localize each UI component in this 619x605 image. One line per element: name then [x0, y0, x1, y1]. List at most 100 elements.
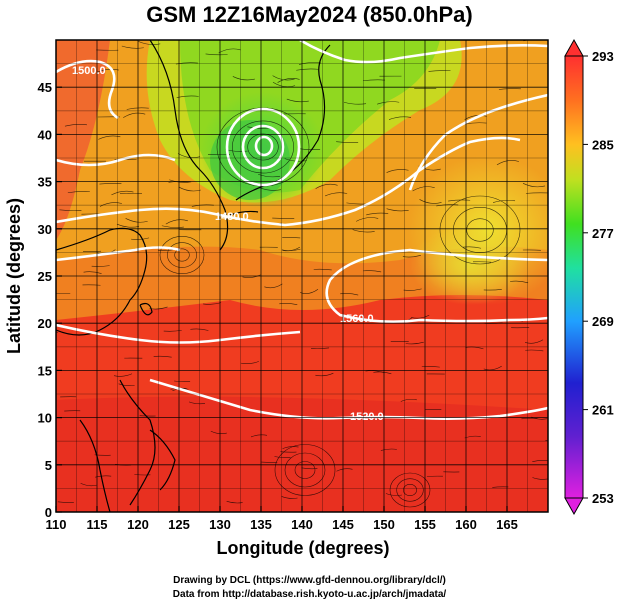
x-tick-label: 115 — [87, 517, 108, 532]
x-axis: 110 115 120 125 130 135 140 145 150 155 160 165 — [46, 506, 518, 532]
streamline — [400, 398, 417, 402]
x-tick-label: 125 — [168, 517, 190, 532]
credit-data: Data from http://database.rish.kyoto-u.a… — [172, 589, 447, 600]
x-tick-label: 135 — [250, 517, 272, 532]
streamline — [57, 501, 74, 503]
streamline — [226, 501, 243, 504]
streamline — [264, 283, 283, 289]
y-tick-label: 20 — [38, 316, 52, 331]
streamline — [448, 199, 471, 202]
streamline — [412, 186, 435, 192]
streamline-vortex — [247, 133, 279, 161]
streamline-vortex — [284, 452, 326, 488]
streamline — [274, 456, 291, 458]
streamline — [313, 268, 332, 271]
streamline — [492, 199, 516, 203]
streamline — [282, 248, 301, 252]
streamline — [532, 459, 548, 462]
streamline-vortex — [403, 484, 417, 496]
y-axis: 0 5 10 15 20 25 30 35 40 45 — [38, 80, 62, 520]
streamline — [272, 81, 296, 88]
streamline-vortex — [396, 478, 424, 502]
streamline — [123, 112, 146, 118]
streamline — [428, 70, 451, 72]
streamline — [464, 115, 487, 120]
streamline — [403, 288, 422, 291]
y-tick-label: 40 — [38, 127, 52, 142]
streamline — [96, 69, 119, 73]
credit-drawing: Drawing by DCL (https://www.gfd-dennou.o… — [173, 575, 446, 586]
streamline — [532, 477, 548, 480]
streamline — [419, 199, 442, 204]
streamline — [352, 229, 375, 233]
streamline — [111, 190, 134, 196]
streamline — [545, 440, 548, 442]
streamline — [496, 160, 520, 166]
streamline — [188, 401, 206, 405]
contour-label: 1500.0 — [72, 65, 106, 77]
colorbar-tick-label: 269 — [592, 314, 614, 329]
streamline — [174, 380, 191, 383]
streamline — [483, 365, 502, 371]
streamline-vortex — [232, 120, 294, 174]
streamline-vortex — [174, 248, 190, 262]
streamline-vortex — [389, 472, 431, 508]
streamline-vortex — [167, 242, 197, 268]
coastlines — [56, 40, 331, 512]
streamline — [232, 76, 255, 81]
colorbar-tick-label: 261 — [592, 403, 614, 418]
streamline — [169, 179, 192, 183]
streamline — [340, 293, 359, 296]
streamline — [176, 95, 199, 98]
streamline — [311, 347, 330, 349]
streamline — [362, 79, 386, 82]
y-tick-label: 10 — [38, 411, 52, 426]
streamline — [125, 218, 148, 223]
streamline — [411, 314, 430, 319]
streamline — [385, 493, 402, 496]
streamline — [366, 212, 389, 216]
streamline — [522, 183, 546, 188]
streamline — [98, 135, 121, 140]
streamline — [356, 217, 379, 222]
streamline — [405, 341, 424, 345]
streamline — [377, 101, 400, 105]
streamline — [343, 101, 367, 105]
x-tick-label: 120 — [127, 517, 149, 532]
streamline — [59, 209, 82, 211]
streamline — [386, 169, 409, 173]
streamline — [153, 355, 172, 358]
streamline — [363, 270, 382, 273]
streamline — [336, 141, 359, 143]
streamline — [165, 219, 188, 225]
streamline — [116, 223, 140, 228]
streamline — [286, 98, 309, 103]
streamline — [279, 303, 298, 305]
streamline — [218, 48, 241, 54]
streamline — [380, 448, 397, 451]
colorbar-tick-label: 285 — [592, 137, 614, 152]
streamline — [210, 430, 227, 435]
colorbar-tick-label: 277 — [592, 226, 614, 241]
x-tick-label: 145 — [332, 517, 354, 532]
streamline — [163, 330, 182, 332]
streamline — [258, 173, 281, 178]
streamline — [191, 204, 214, 207]
streamline-vortex — [294, 461, 316, 479]
streamline — [80, 482, 97, 487]
streamline — [315, 183, 338, 189]
streamline — [138, 41, 161, 45]
colorbar-tick-label: 253 — [592, 491, 614, 506]
streamline — [483, 288, 502, 291]
streamline — [205, 53, 228, 56]
streamline — [282, 237, 301, 239]
streamline — [95, 475, 112, 478]
streamline — [436, 204, 459, 207]
streamline — [121, 45, 144, 49]
streamline — [525, 349, 544, 352]
y-tick-label: 25 — [38, 269, 52, 284]
streamline — [281, 496, 298, 499]
streamline — [547, 45, 548, 47]
streamline-vortex — [466, 218, 494, 242]
